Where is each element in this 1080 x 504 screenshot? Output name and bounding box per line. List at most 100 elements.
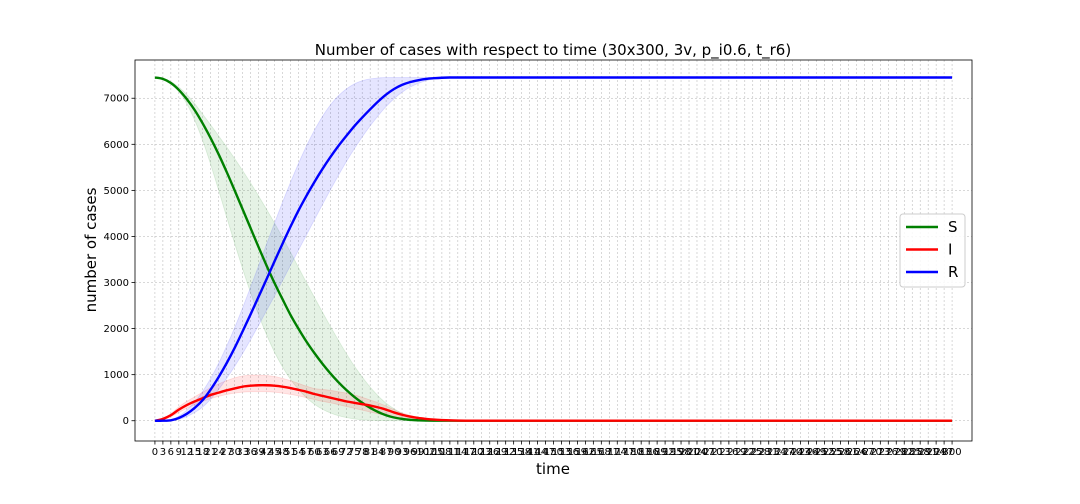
x-tick-label: 33	[236, 447, 249, 458]
x-tick-label: 210	[703, 447, 722, 458]
y-tick-label: 6000	[104, 140, 129, 151]
x-tick-label: 99	[412, 447, 425, 458]
y-axis-ticks: 0 1000 2000 3000 4000 5000 6000 7000	[104, 94, 135, 427]
x-tick-label: 231	[759, 447, 778, 458]
line-i	[154, 384, 953, 422]
x-tick-label: 201	[679, 447, 698, 458]
legend: SIR	[899, 213, 966, 288]
x-tick-label: 135	[504, 447, 523, 458]
x-tick-label: 42	[260, 447, 273, 458]
x-tick-label: 12	[180, 447, 193, 458]
x-tick-label: 156	[560, 447, 579, 458]
x-tick-label: 24	[212, 447, 225, 458]
x-tick-label: 105	[424, 447, 443, 458]
x-tick-label: 249	[807, 447, 826, 458]
x-tick-label: 264	[847, 447, 866, 458]
x-tick-label: 198	[671, 447, 690, 458]
x-tick-label: 207	[695, 447, 714, 458]
x-tick-label: 84	[372, 447, 385, 458]
x-tick-label: 3	[160, 447, 166, 458]
x-tick-label: 174	[608, 447, 627, 458]
x-tick-label: 270	[863, 447, 882, 458]
x-tick-label: 9	[176, 447, 182, 458]
x-tick-label: 192	[656, 447, 675, 458]
line-r	[154, 76, 953, 422]
x-tick-label: 108	[432, 447, 451, 458]
x-tick-label: 234	[767, 447, 786, 458]
x-tick-label: 228	[751, 447, 770, 458]
x-tick-label: 27	[220, 447, 233, 458]
x-tick-label: 63	[316, 447, 329, 458]
x-tick-label: 18	[196, 447, 209, 458]
grid-lines	[135, 60, 972, 441]
x-tick-label: 255	[823, 447, 842, 458]
x-tick-label: 36	[244, 447, 257, 458]
x-tick-label: 129	[488, 447, 507, 458]
y-tick-label: 0	[123, 416, 129, 427]
x-tick-label: 291	[919, 447, 938, 458]
x-tick-label: 96	[404, 447, 417, 458]
x-tick-label: 114	[448, 447, 467, 458]
x-tick-label: 120	[464, 447, 483, 458]
x-tick-label: 153	[552, 447, 571, 458]
series-lines	[154, 76, 953, 422]
x-tick-label: 261	[839, 447, 858, 458]
band-s	[154, 77, 953, 422]
y-tick-label: 5000	[104, 186, 129, 197]
x-tick-label: 132	[496, 447, 515, 458]
x-tick-label: 165	[584, 447, 603, 458]
x-tick-label: 195	[664, 447, 683, 458]
x-tick-label: 300	[943, 447, 962, 458]
x-tick-label: 48	[276, 447, 289, 458]
x-tick-label: 15	[188, 447, 201, 458]
x-tick-label: 276	[879, 447, 898, 458]
x-tick-label: 39	[252, 447, 265, 458]
x-tick-label: 57	[300, 447, 313, 458]
x-tick-label: 111	[440, 447, 459, 458]
legend-label-r: R	[948, 263, 958, 281]
x-tick-label: 273	[871, 447, 890, 458]
legend-label-s: S	[948, 218, 958, 236]
band-i	[154, 374, 953, 422]
y-tick-label: 2000	[104, 324, 129, 335]
x-tick-label: 51	[284, 447, 297, 458]
x-tick-label: 240	[783, 447, 802, 458]
y-tick-label: 3000	[104, 278, 129, 289]
x-tick-label: 72	[340, 447, 353, 458]
x-tick-label: 246	[799, 447, 818, 458]
x-tick-label: 60	[308, 447, 321, 458]
x-tick-label: 87	[380, 447, 393, 458]
x-tick-label: 186	[640, 447, 659, 458]
x-tick-label: 177	[616, 447, 635, 458]
x-tick-label: 69	[332, 447, 345, 458]
x-tick-label: 138	[512, 447, 531, 458]
legend-label-i: I	[948, 241, 952, 259]
y-tick-label: 7000	[104, 94, 129, 105]
x-tick-label: 213	[711, 447, 730, 458]
x-tick-label: 117	[456, 447, 475, 458]
x-tick-label: 219	[727, 447, 746, 458]
band-r	[154, 77, 953, 422]
y-tick-label: 1000	[104, 370, 129, 381]
x-tick-label: 126	[480, 447, 499, 458]
x-tick-label: 237	[775, 447, 794, 458]
x-tick-label: 123	[472, 447, 491, 458]
y-tick-label: 4000	[104, 232, 129, 243]
chart-title: Number of cases with respect to time (30…	[315, 41, 791, 60]
x-tick-label: 297	[935, 447, 954, 458]
x-tick-label: 162	[576, 447, 595, 458]
x-tick-label: 93	[396, 447, 409, 458]
x-tick-label: 45	[268, 447, 281, 458]
x-tick-label: 30	[228, 447, 241, 458]
x-tick-label: 222	[735, 447, 754, 458]
x-axis-ticks: 0 3 6 9121518212427303336394245485154576063…	[152, 441, 962, 458]
x-tick-label: 168	[592, 447, 611, 458]
x-tick-label: 141	[520, 447, 539, 458]
x-tick-label: 21	[204, 447, 217, 458]
x-tick-label: 189	[648, 447, 667, 458]
x-tick-label: 267	[855, 447, 874, 458]
x-tick-label: 288	[911, 447, 930, 458]
x-tick-label: 252	[815, 447, 834, 458]
x-tick-label: 54	[292, 447, 305, 458]
